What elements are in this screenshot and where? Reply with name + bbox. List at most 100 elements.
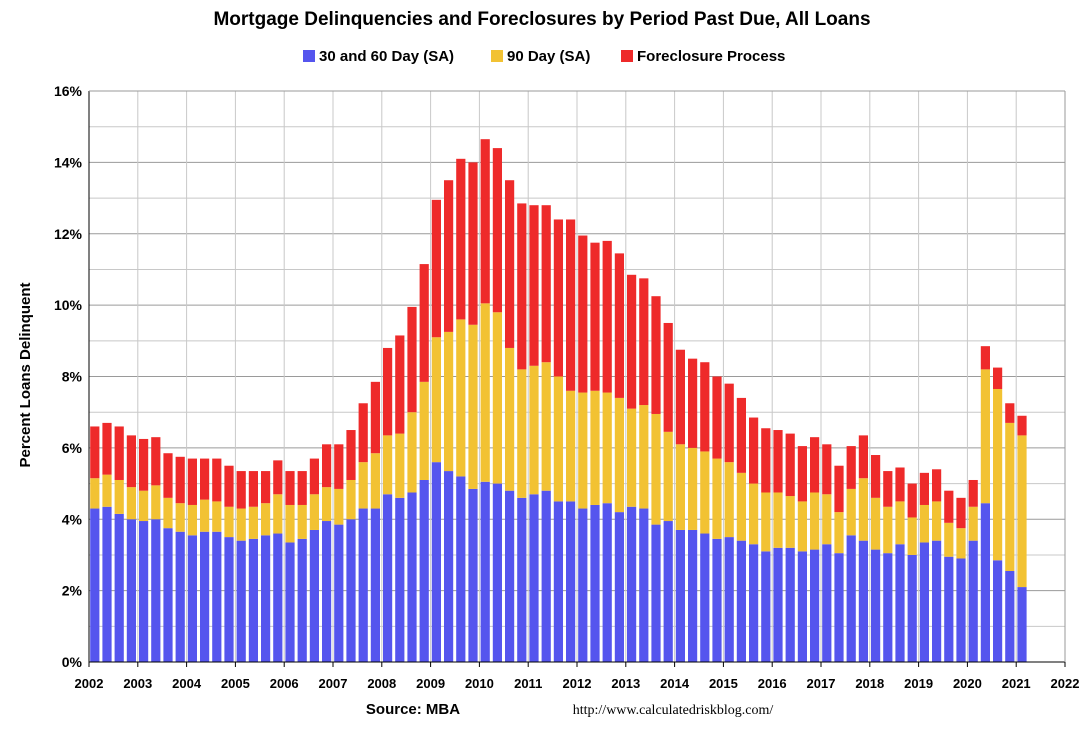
- bar-90-day: [334, 488, 344, 525]
- bar-90-day: [163, 497, 173, 529]
- bar-90-day: [968, 506, 978, 541]
- bar-30-60-day: [212, 531, 222, 662]
- bar-foreclosure: [688, 358, 698, 448]
- bar-foreclosure: [1017, 415, 1027, 436]
- bar-30-60-day: [395, 497, 405, 662]
- bar-30-60-day: [126, 519, 136, 662]
- bar-30-60-day: [236, 540, 246, 662]
- bar-foreclosure: [773, 430, 783, 493]
- bar-foreclosure: [492, 148, 502, 313]
- bar-foreclosure: [712, 376, 722, 459]
- y-tick-label: 2%: [62, 583, 83, 599]
- x-tick-label: 2019: [904, 676, 933, 691]
- bar-90-day: [749, 483, 759, 545]
- bar-30-60-day: [261, 535, 271, 662]
- bar-30-60-day: [797, 551, 807, 662]
- bar-30-60-day: [468, 488, 478, 662]
- bar-90-day: [212, 501, 222, 532]
- x-tick-label: 2012: [563, 676, 592, 691]
- x-tick-label: 2006: [270, 676, 299, 691]
- bar-foreclosure: [358, 403, 368, 463]
- bar-90-day: [614, 397, 624, 513]
- bar-90-day: [383, 435, 393, 495]
- bar-90-day: [248, 506, 258, 539]
- bar-90-day: [236, 508, 246, 541]
- bar-90-day: [505, 347, 515, 491]
- x-tick-label: 2018: [855, 676, 884, 691]
- legend-swatch-90-day: [491, 50, 503, 62]
- bar-foreclosure: [651, 296, 661, 414]
- bar-foreclosure: [810, 437, 820, 493]
- bar-foreclosure: [797, 446, 807, 502]
- bar-foreclosure: [273, 460, 283, 495]
- bar-90-day: [773, 492, 783, 548]
- bar-30-60-day: [944, 556, 954, 662]
- bar-90-day: [834, 512, 844, 554]
- bar-foreclosure: [126, 435, 136, 488]
- bar-30-60-day: [419, 479, 429, 662]
- bar-30-60-day: [810, 549, 820, 662]
- bar-30-60-day: [297, 538, 307, 662]
- x-tick-label: 2007: [319, 676, 348, 691]
- bar-30-60-day: [370, 508, 380, 662]
- bar-90-day: [846, 488, 856, 536]
- bar-90-day: [980, 369, 990, 504]
- bar-30-60-day: [566, 501, 576, 662]
- bar-30-60-day: [175, 531, 185, 662]
- bar-foreclosure: [187, 458, 197, 505]
- bar-foreclosure: [480, 139, 490, 304]
- bar-foreclosure: [431, 199, 441, 338]
- y-tick-label: 6%: [62, 440, 83, 456]
- bar-foreclosure: [541, 205, 551, 363]
- bar-foreclosure: [944, 490, 954, 523]
- bar-foreclosure: [322, 444, 332, 488]
- bar-30-60-day: [907, 554, 917, 662]
- bar-30-60-day: [529, 494, 539, 662]
- bar-30-60-day: [993, 560, 1003, 662]
- bar-foreclosure: [456, 158, 466, 320]
- bar-30-60-day: [822, 544, 832, 662]
- bar-90-day: [724, 462, 734, 538]
- x-tick-label: 2004: [172, 676, 202, 691]
- bar-90-day: [700, 451, 710, 534]
- bar-foreclosure: [261, 471, 271, 504]
- x-tick-label: 2022: [1051, 676, 1080, 691]
- bar-90-day: [797, 501, 807, 552]
- x-tick-label: 2011: [514, 676, 542, 691]
- bar-foreclosure: [285, 471, 295, 505]
- x-tick-label: 2010: [465, 676, 494, 691]
- bar-foreclosure: [517, 203, 527, 370]
- bar-90-day: [175, 503, 185, 532]
- bar-foreclosure: [602, 240, 612, 393]
- bar-90-day: [810, 492, 820, 550]
- bar-90-day: [529, 365, 539, 495]
- bar-foreclosure: [846, 446, 856, 489]
- x-tick-label: 2016: [758, 676, 787, 691]
- bar-90-day: [639, 405, 649, 509]
- bar-90-day: [309, 494, 319, 530]
- chart-title: Mortgage Delinquencies and Foreclosures …: [213, 9, 870, 30]
- bar-30-60-day: [431, 462, 441, 662]
- bar-30-60-day: [675, 529, 685, 662]
- bar-90-day: [419, 381, 429, 480]
- x-tick-label: 2002: [75, 676, 104, 691]
- bar-90-day: [285, 504, 295, 543]
- bar-90-day: [578, 392, 588, 509]
- y-tick-label: 14%: [54, 154, 83, 170]
- axes: [88, 90, 1066, 667]
- bar-90-day: [346, 479, 356, 520]
- bar-90-day: [444, 331, 454, 472]
- bar-foreclosure: [858, 435, 868, 479]
- bar-90-day: [883, 506, 893, 554]
- bar-30-60-day: [322, 521, 332, 662]
- bar-30-60-day: [456, 476, 466, 662]
- bar-30-60-day: [919, 542, 929, 662]
- bar-30-60-day: [541, 490, 551, 662]
- bar-foreclosure: [529, 205, 539, 366]
- bar-foreclosure: [675, 349, 685, 445]
- bar-30-60-day: [614, 512, 624, 662]
- bar-90-day: [395, 433, 405, 498]
- bar-30-60-day: [932, 540, 942, 662]
- bar-30-60-day: [590, 504, 600, 662]
- bar-30-60-day: [736, 540, 746, 662]
